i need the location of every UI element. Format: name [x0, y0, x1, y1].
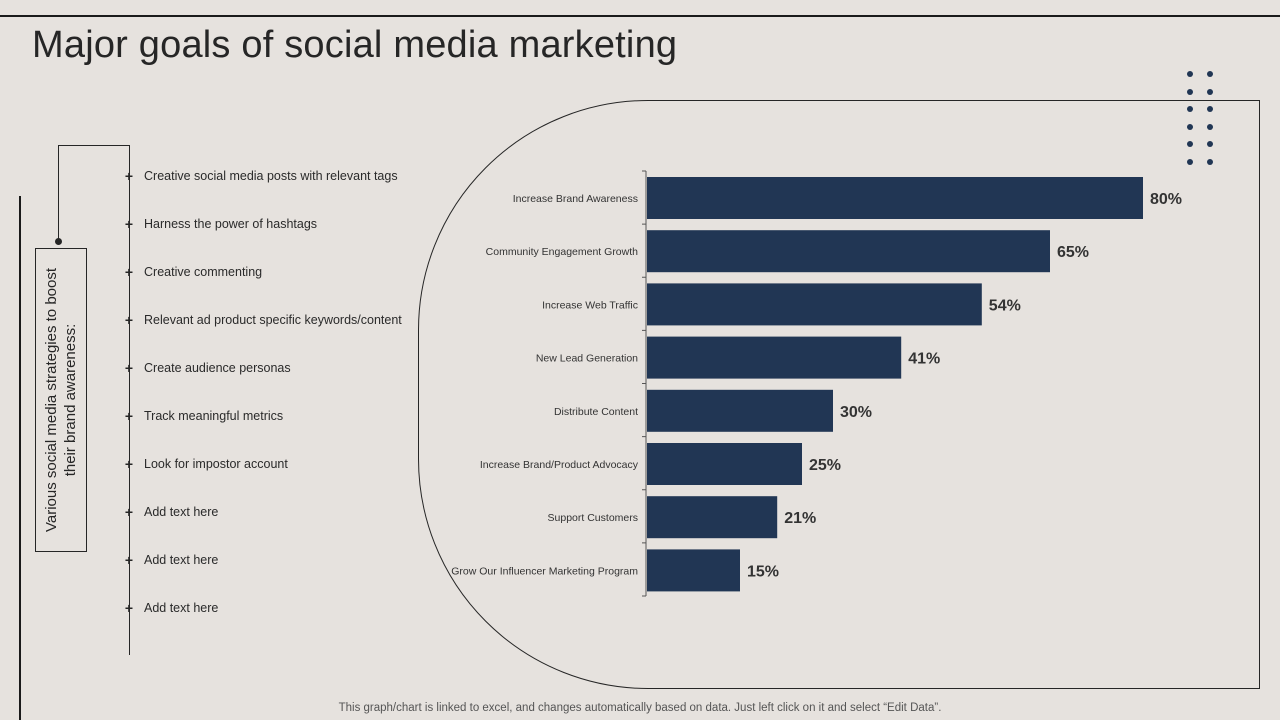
strategy-list-line	[129, 145, 130, 655]
decor-dot	[1187, 88, 1193, 95]
strategy-item-text: Add text here	[144, 601, 219, 615]
connector-dot	[55, 238, 62, 245]
strategy-item: + Relevant ad product specific keywords/c…	[122, 310, 402, 330]
decor-dot	[1207, 88, 1213, 95]
dot-grid-decoration	[1184, 68, 1224, 168]
plus-icon: +	[124, 456, 134, 472]
plus-icon: +	[124, 168, 134, 184]
category-label: Community Engagement Growth	[486, 246, 638, 258]
strategy-item-text: Creative social media posts with relevan…	[144, 169, 398, 183]
bar[interactable]	[647, 283, 982, 326]
category-label: Increase Web Traffic	[542, 299, 638, 311]
data-label: 30%	[840, 404, 872, 421]
strategy-item: + Creative commenting	[122, 262, 262, 282]
strategy-box: Various social media strategies to boost…	[35, 248, 87, 552]
plus-icon: +	[124, 360, 134, 376]
plus-icon: +	[124, 312, 134, 328]
chart-panel	[418, 100, 1260, 689]
data-label: 25%	[809, 457, 841, 474]
bar[interactable]	[647, 389, 833, 432]
top-rule	[0, 15, 1280, 17]
strategy-item-text: Add text here	[144, 505, 219, 519]
decor-dot	[1187, 123, 1193, 130]
footnote: This graph/chart is linked to excel, and…	[338, 702, 942, 714]
plus-icon: +	[124, 264, 134, 280]
decor-dot	[1207, 106, 1213, 112]
category-label: Increase Brand/Product Advocacy	[480, 459, 639, 471]
strategy-item: + Look for impostor account	[122, 454, 288, 474]
data-label: 54%	[989, 297, 1021, 314]
bar[interactable]	[647, 336, 902, 379]
category-label: Grow Our Influencer Marketing Program	[451, 565, 638, 577]
plus-icon: +	[124, 216, 134, 232]
decor-dot	[1187, 106, 1193, 112]
strategy-item: + Add text here	[122, 502, 218, 522]
bar[interactable]	[647, 549, 740, 592]
data-label: 80%	[1150, 191, 1182, 208]
data-label: 21%	[784, 510, 816, 527]
bar[interactable]	[647, 177, 1143, 219]
strategy-item: + Track meaningful metrics	[122, 406, 283, 426]
bar[interactable]	[647, 230, 1050, 273]
strategy-item-text: Relevant ad product specific keywords/co…	[144, 313, 402, 327]
category-label: New Lead Generation	[536, 353, 638, 365]
strategy-item-text: Add text here	[144, 553, 219, 567]
strategy-item: + Add text here	[122, 598, 218, 618]
connector-line	[58, 145, 130, 146]
bar[interactable]	[647, 496, 778, 539]
connector-line-vertical	[58, 145, 59, 242]
decor-dot	[1187, 158, 1193, 165]
strategy-item: + Create audience personas	[122, 358, 291, 378]
decor-dot	[1207, 158, 1213, 165]
category-label: Support Customers	[548, 512, 638, 524]
strategy-item-text: Creative commenting	[144, 265, 263, 279]
strategy-item-text: Create audience personas	[144, 361, 291, 375]
bar[interactable]	[647, 443, 802, 485]
category-label: Increase Brand Awareness	[513, 193, 638, 205]
plus-icon: +	[124, 504, 134, 520]
data-label: 15%	[747, 563, 779, 580]
plus-icon: +	[124, 408, 134, 424]
data-label: 65%	[1057, 244, 1089, 261]
strategy-item-text: Harness the power of hashtags	[144, 217, 318, 231]
strategy-item-text: Look for impostor account	[144, 457, 288, 471]
decor-dot	[1187, 141, 1193, 147]
plus-icon: +	[124, 600, 134, 616]
plus-icon: +	[124, 552, 134, 568]
strategy-item-text: Track meaningful metrics	[144, 409, 284, 423]
strategy-item: + Harness the power of hashtags	[122, 214, 317, 234]
data-label: 41%	[908, 351, 940, 368]
left-accent-line	[19, 196, 21, 720]
strategy-item: + Add text here	[122, 550, 218, 570]
decor-dot	[1207, 71, 1213, 77]
decor-dot	[1207, 141, 1213, 147]
decor-dot	[1187, 71, 1193, 77]
page-title: Major goals of social media marketing	[32, 24, 678, 66]
decor-dot	[1207, 123, 1213, 130]
strategy-item: + Creative social media posts with releva…	[122, 166, 398, 186]
category-label: Distribute Content	[554, 406, 638, 418]
